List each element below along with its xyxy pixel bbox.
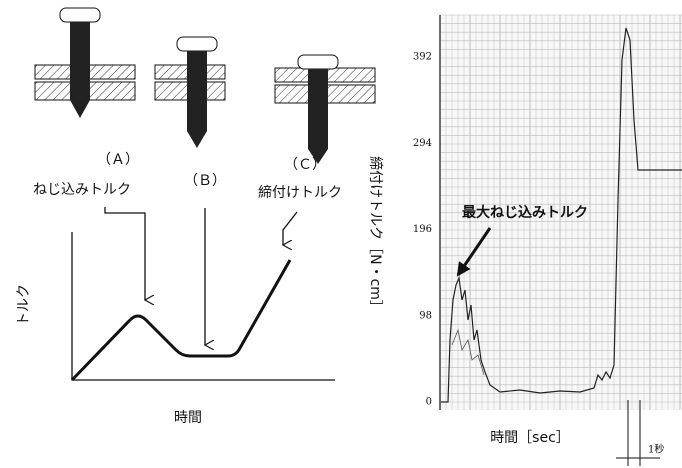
scale-note: 1秒 xyxy=(648,443,664,456)
arrow-c xyxy=(283,212,297,245)
y-tick-label: 0 xyxy=(426,397,432,408)
torque-curve xyxy=(72,260,290,380)
y-tick-label: 98 xyxy=(419,310,432,321)
text-a: ねじ込みトルク xyxy=(33,182,131,198)
axes xyxy=(72,232,335,380)
y-tick-label: 392 xyxy=(413,52,432,63)
screw-illustrations xyxy=(35,8,375,164)
y-axis-label: トルク xyxy=(16,284,32,326)
schematic: （Ａ） ねじ込みトルク （Ｂ） （Ｃ） 締付けトルク トルク 時間 xyxy=(16,152,342,426)
text-c: 締付けトルク xyxy=(258,184,342,201)
x-axis-label: 時間［sec］ xyxy=(490,430,570,446)
y-axis-label: 締付けトルク［N・cm］ xyxy=(367,156,384,314)
arrow-a xyxy=(105,207,145,300)
label-b: （Ｂ） xyxy=(184,173,226,189)
label-a: （Ａ） xyxy=(97,152,139,168)
x-axis-label: 時間 xyxy=(174,410,202,426)
label-c: （Ｃ） xyxy=(284,157,326,173)
y-tick-label: 294 xyxy=(413,138,432,149)
y-tick-label: 196 xyxy=(413,224,432,235)
figure: （Ａ） ねじ込みトルク （Ｂ） （Ｃ） 締付けトルク トルク 時間 0 98 196… xyxy=(0,0,682,468)
annotation: 最大ねじ込みトルク xyxy=(462,204,588,221)
